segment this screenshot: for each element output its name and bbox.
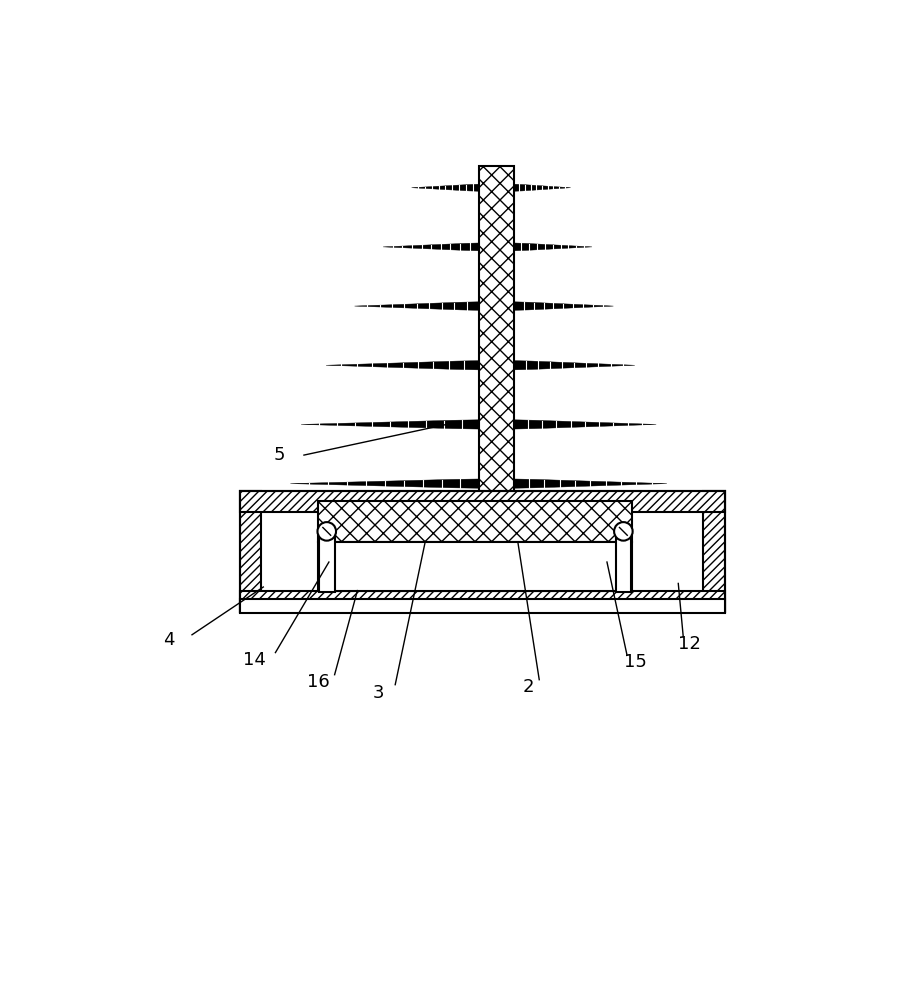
Bar bbox=[702, 491, 724, 612]
Bar bbox=[261, 512, 702, 591]
Text: 12: 12 bbox=[676, 635, 699, 653]
Circle shape bbox=[614, 522, 632, 541]
Polygon shape bbox=[513, 538, 670, 547]
Polygon shape bbox=[290, 479, 479, 488]
Polygon shape bbox=[513, 184, 570, 191]
Polygon shape bbox=[513, 243, 591, 251]
Polygon shape bbox=[301, 420, 479, 429]
Bar bbox=[240, 491, 724, 512]
Polygon shape bbox=[325, 361, 479, 370]
Bar bbox=[240, 591, 724, 612]
Text: 2: 2 bbox=[522, 678, 534, 696]
Text: 5: 5 bbox=[273, 446, 285, 464]
Polygon shape bbox=[513, 361, 634, 370]
Bar bbox=[319, 531, 335, 592]
Text: 4: 4 bbox=[163, 631, 174, 649]
Text: 15: 15 bbox=[623, 653, 646, 671]
Circle shape bbox=[317, 522, 335, 541]
Text: 3: 3 bbox=[373, 684, 384, 702]
Text: 14: 14 bbox=[243, 651, 266, 669]
Bar bbox=[615, 531, 630, 592]
Polygon shape bbox=[513, 302, 613, 310]
Bar bbox=[240, 491, 261, 612]
Bar bbox=[479, 166, 513, 580]
Polygon shape bbox=[513, 420, 655, 429]
Bar bbox=[318, 501, 631, 542]
Polygon shape bbox=[287, 538, 479, 547]
Polygon shape bbox=[354, 302, 479, 310]
Polygon shape bbox=[411, 184, 479, 191]
Polygon shape bbox=[513, 479, 666, 488]
Polygon shape bbox=[382, 243, 479, 251]
Text: 16: 16 bbox=[307, 673, 329, 691]
Bar bbox=[240, 599, 724, 613]
Bar bbox=[318, 542, 631, 591]
Bar bbox=[240, 491, 724, 612]
